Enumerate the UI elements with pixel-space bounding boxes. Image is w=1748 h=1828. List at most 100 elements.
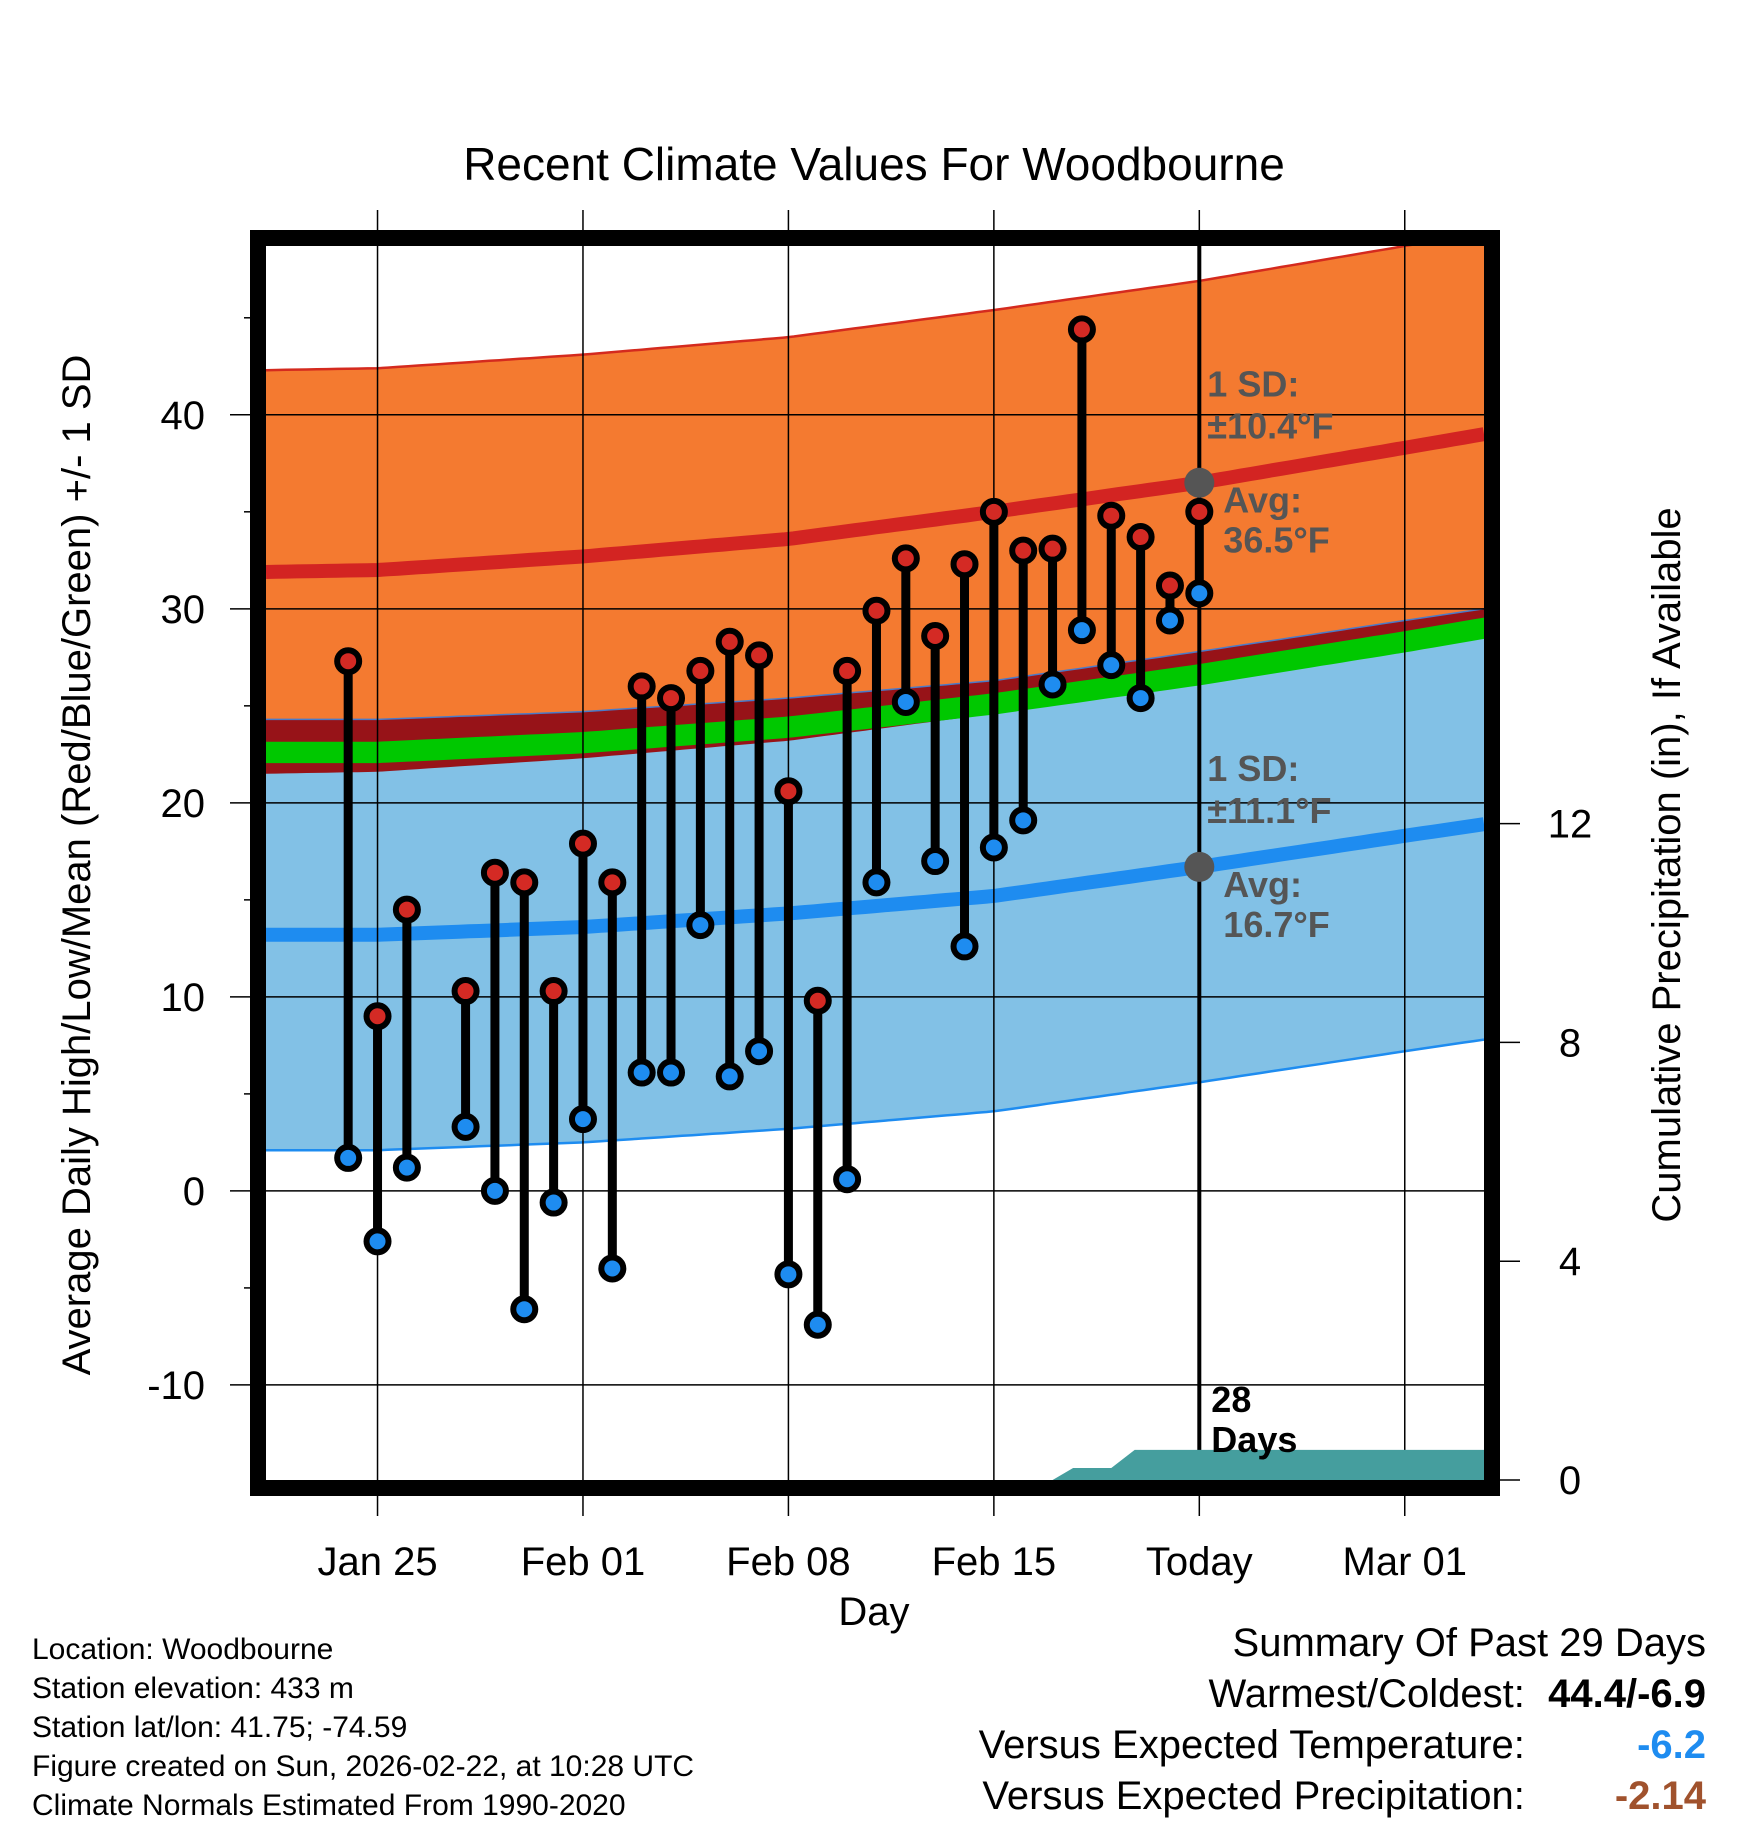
low-point	[1155, 606, 1184, 635]
plot-frame	[250, 230, 1500, 1496]
low-avg-value: 16.7°F	[1223, 904, 1329, 945]
created-text: Figure created on Sun, 2026-02-22, at 10…	[32, 1750, 695, 1783]
summary-title: Summary Of Past 29 Days	[1232, 1621, 1706, 1665]
low-point	[657, 1058, 686, 1087]
precip-cumulative-area	[266, 1449, 1484, 1480]
high-average-line	[266, 427, 1484, 579]
warm-cold-label: Warmest/Coldest:	[1208, 1672, 1525, 1716]
high-point	[979, 497, 1008, 526]
low-point	[392, 1153, 421, 1182]
high-point	[451, 977, 480, 1006]
x-tick-label: Feb 15	[932, 1540, 1057, 1584]
low-point	[979, 833, 1008, 862]
high-sd-band	[266, 246, 1484, 774]
temp-anomaly-value: -6.2	[1637, 1723, 1706, 1767]
high-point	[480, 858, 509, 887]
high-point	[539, 977, 568, 1006]
low-point	[891, 687, 920, 716]
high-point	[1126, 523, 1155, 552]
low-point	[1185, 579, 1214, 608]
high-point	[833, 656, 862, 685]
y-axis-left-label: Average Daily High/Low/Mean (Red/Blue/Gr…	[55, 355, 99, 1376]
observation-series	[334, 315, 1214, 1339]
low-point	[598, 1254, 627, 1283]
x-axis-label: Day	[838, 1590, 909, 1634]
y-right-tick-label: 0	[1559, 1459, 1581, 1503]
summary-warm-cold-row: Warmest/Coldest: 44.4/-6.9	[979, 1669, 1707, 1720]
low-point	[921, 847, 950, 876]
low-point	[833, 1165, 862, 1194]
precipitation-area	[266, 1449, 1484, 1480]
high-point	[363, 1002, 392, 1031]
station-info: Location: Woodbourne Station elevation: …	[32, 1630, 694, 1825]
low-point	[774, 1260, 803, 1289]
high-point	[745, 641, 774, 670]
x-tick-label: Today	[1146, 1540, 1253, 1584]
mean-band	[266, 617, 1484, 764]
y-left-tick-label: 0	[183, 1170, 205, 1214]
high-sd-value: ±10.4°F	[1207, 406, 1333, 447]
x-tick-label: Feb 01	[521, 1540, 646, 1584]
high-point	[392, 895, 421, 924]
low-point	[686, 911, 715, 940]
low-point	[715, 1062, 744, 1091]
low-sd-value: ±11.1°F	[1207, 790, 1331, 831]
high-point	[598, 868, 627, 897]
days-number: 28	[1211, 1379, 1251, 1420]
precip-anomaly-label: Versus Expected Precipitation:	[982, 1774, 1525, 1818]
high-point	[1097, 501, 1126, 530]
low-point	[451, 1112, 480, 1141]
summary-temp-row: Versus Expected Temperature: -6.2	[979, 1720, 1706, 1771]
high-avg-value: 36.5°F	[1223, 520, 1329, 561]
low-point	[539, 1188, 568, 1217]
high-average-marker	[1184, 467, 1215, 498]
high-point	[1155, 571, 1184, 600]
low-point	[1097, 651, 1126, 680]
chart-title: Recent Climate Values For Woodbourne	[463, 138, 1285, 190]
x-tick-label: Mar 01	[1343, 1540, 1468, 1584]
low-point	[510, 1295, 539, 1324]
y-right-tick-label: 8	[1559, 1021, 1581, 1065]
warm-cold-value: 44.4/-6.9	[1548, 1672, 1706, 1716]
x-tick-label: Feb 08	[726, 1540, 851, 1584]
low-point	[480, 1176, 509, 1205]
high-point	[686, 656, 715, 685]
x-tick-label: Jan 25	[317, 1540, 437, 1584]
high-point	[1185, 497, 1214, 526]
temp-anomaly-label: Versus Expected Temperature:	[978, 1723, 1525, 1767]
y-left-tick-label: 20	[161, 782, 206, 826]
low-avg-label: Avg:	[1223, 864, 1302, 905]
high-point	[862, 596, 891, 625]
high-point	[921, 621, 950, 650]
y-axis-right-label: Cumulative Precipitation (in), If Availa…	[1645, 507, 1689, 1222]
y-right-tick-label: 12	[1548, 803, 1593, 847]
low-average-line	[266, 817, 1484, 942]
high-point	[657, 684, 686, 713]
low-point	[568, 1105, 597, 1134]
low-point	[1038, 670, 1067, 699]
low-point	[862, 868, 891, 897]
low-band-lower-edge	[266, 1038, 1484, 1152]
summary-panel: Summary Of Past 29 Days Warmest/Coldest:…	[979, 1618, 1706, 1822]
high-point	[715, 627, 744, 656]
location-text: Location: Woodbourne	[32, 1633, 334, 1666]
low-point	[745, 1037, 774, 1066]
y-left-tick-label: -10	[147, 1364, 205, 1408]
low-point	[627, 1058, 656, 1087]
high-band-upper-edge	[266, 246, 1413, 372]
high-point	[803, 986, 832, 1015]
y-left-tick-label: 30	[161, 588, 206, 632]
high-point	[568, 829, 597, 858]
precip-anomaly-value: -2.14	[1614, 1774, 1706, 1818]
low-point	[1067, 616, 1096, 645]
high-sd-label: 1 SD:	[1207, 364, 1299, 405]
y-right-tick-label: 4	[1559, 1240, 1581, 1284]
high-point	[627, 672, 656, 701]
low-point	[334, 1143, 363, 1172]
high-point	[510, 868, 539, 897]
low-point	[363, 1227, 392, 1256]
low-point	[803, 1310, 832, 1339]
axes: Jan 25 Feb 01 Feb 08 Feb 15 Today Mar 01 -10 0 1…	[147, 210, 1592, 1584]
latlon-text: Station lat/lon: 41.75; -74.59	[32, 1711, 408, 1744]
